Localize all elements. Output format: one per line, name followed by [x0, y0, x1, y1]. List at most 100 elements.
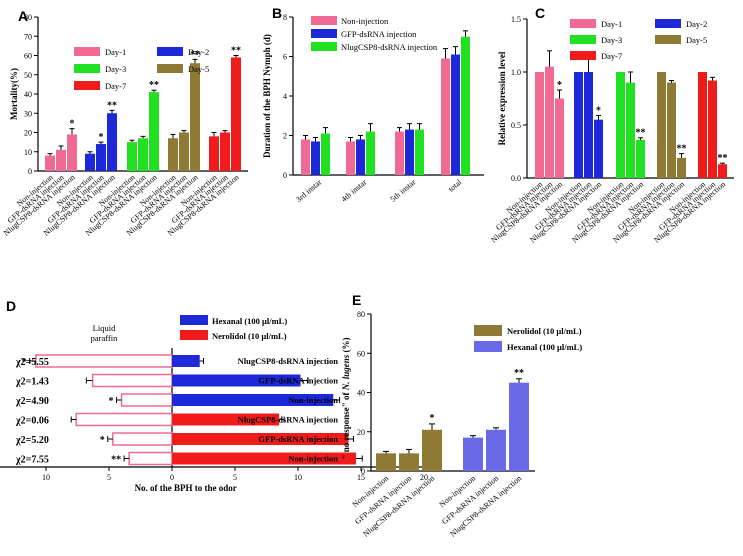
legend-label: Day-5	[188, 64, 209, 74]
bar	[461, 36, 470, 175]
x-tick-label: 5	[107, 473, 111, 482]
bar	[311, 141, 320, 175]
bar	[190, 63, 200, 172]
bar	[636, 139, 645, 178]
y-axis-label: Relative expression level	[497, 51, 507, 145]
panel-C-y-tick-label: 0.5	[511, 121, 521, 130]
row-label: GFP-dsRNA injection	[258, 434, 338, 444]
panel-C-y-tick-label: 1.0	[511, 68, 521, 77]
significance-label: **	[107, 100, 117, 111]
legend-swatch	[180, 315, 208, 325]
legend-swatch	[74, 81, 100, 90]
chi-square-label: χ2=5.55	[15, 357, 49, 368]
legend-label: Day-1	[601, 19, 622, 29]
panel-A-y-tick-label: 70	[24, 32, 32, 41]
odor-bar	[172, 452, 356, 465]
bar	[96, 144, 106, 171]
row-label: NlugCSP8-dsRNA injection	[238, 415, 339, 425]
significance-label: *	[70, 119, 75, 130]
bar	[179, 132, 189, 171]
odor-bar	[172, 374, 301, 387]
panel-B-y-tick-label: 2	[283, 132, 287, 141]
panel-E-y-tick-label: 20	[357, 428, 365, 437]
chi-square-label: χ2=5.20	[15, 435, 49, 446]
significance-label: **	[149, 80, 159, 91]
bar	[168, 138, 178, 171]
odor-bar	[172, 413, 280, 426]
bar	[594, 119, 603, 178]
x-tick-label: 3rd instar	[294, 177, 323, 204]
significance-label: *	[22, 357, 27, 368]
panel-C-y-tick-label: 1.5	[511, 15, 521, 24]
paraffin-bar	[75, 412, 173, 427]
bar	[107, 113, 117, 171]
paraffin-bar	[112, 432, 173, 446]
panel-B-y-tick-label: 4	[283, 92, 287, 101]
bar	[708, 80, 717, 178]
significance-label: **	[111, 455, 121, 466]
significance-label: **	[190, 49, 200, 60]
bar	[301, 139, 310, 175]
row-label: Non-injection	[288, 454, 338, 464]
significance-label: *	[557, 80, 562, 91]
panel-B-y-tick-label: 8	[283, 13, 287, 22]
chi-square-label: χ2=1.43	[15, 377, 49, 388]
paraffin-bar	[35, 354, 173, 368]
bar	[321, 133, 330, 175]
y-axis-label-suffix: (%)	[341, 337, 351, 354]
panel-A-y-tick-label: 10	[24, 148, 32, 157]
panel-label: B	[272, 5, 282, 21]
bar	[486, 429, 506, 471]
bar	[67, 134, 77, 171]
legend-label: Day-1	[105, 47, 126, 57]
bar	[555, 98, 564, 178]
significance-label: **	[677, 144, 687, 155]
significance-label: **	[636, 128, 646, 139]
bar	[376, 453, 396, 471]
bar	[415, 129, 424, 175]
legend-swatch	[570, 19, 596, 28]
panel-B-y-tick-label: 0	[283, 171, 287, 180]
bar	[698, 72, 707, 178]
bar	[509, 382, 529, 471]
legend-swatch	[180, 330, 208, 340]
legend-label: Hexanal (100 μl/mL)	[212, 316, 287, 326]
bar	[45, 155, 55, 171]
legend-label: NlugCSP8-dsRNA injection	[341, 42, 438, 52]
bar	[356, 139, 365, 175]
bar	[441, 58, 450, 175]
legend-swatch	[655, 35, 681, 44]
bar	[366, 131, 375, 175]
panel-E-y-tick-label: 60	[357, 349, 365, 358]
significance-label: *	[596, 105, 601, 116]
panel-A-y-tick-label: 0	[28, 167, 32, 176]
bar	[85, 153, 95, 171]
legend-label: Nerolidol (10 μl/mL)	[507, 326, 582, 336]
bar	[405, 129, 414, 175]
legend-label: Day-7	[601, 51, 622, 61]
legend-swatch	[474, 341, 502, 352]
y-axis-label: " no response" of N. lugens (%)	[341, 337, 351, 459]
bar	[127, 142, 137, 171]
bar	[346, 141, 355, 175]
chi-square-label: χ2=7.55	[15, 455, 49, 466]
row-label: GFP-dsRNA injection	[258, 376, 338, 386]
legend-swatch	[74, 47, 100, 56]
x-tick-label: 5	[233, 473, 237, 482]
legend-label: Nerolidol (10 μl/mL)	[212, 331, 287, 341]
significance-label: *	[430, 413, 435, 424]
panel-E-y-tick-label: 0	[361, 467, 365, 476]
x-tick-label: total	[447, 177, 464, 194]
significance-label: *	[100, 435, 105, 446]
y-axis-label-species: N. lugens	[341, 354, 351, 391]
bar	[209, 136, 219, 171]
bar	[657, 72, 666, 178]
bar	[574, 72, 583, 178]
bar	[399, 453, 419, 471]
row-label: NlugCSP8-dsRNA injection	[238, 356, 339, 366]
significance-label: **	[718, 153, 728, 164]
y-axis-label: Mortality(%)	[9, 68, 19, 120]
x-tick-label: 10	[42, 473, 50, 482]
x-tick-label: 4th instar	[340, 177, 369, 203]
